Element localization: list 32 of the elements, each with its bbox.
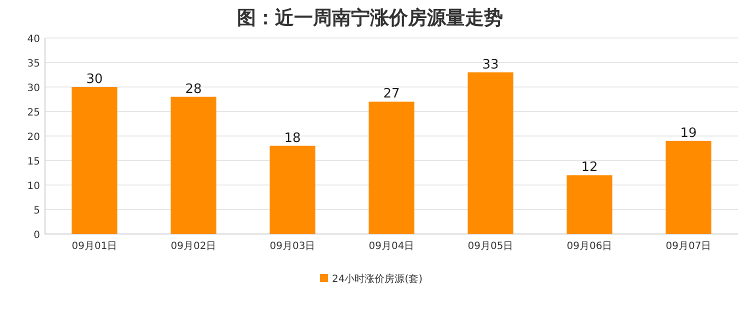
x-tick-label: 09月05日 [468,241,514,252]
data-label: 18 [284,130,301,146]
y-tick-label: 25 [27,108,40,118]
bar [170,96,216,234]
chart-title: 图：近一周南宁涨价房源量走势 [237,7,503,29]
bar [666,140,712,234]
data-label: 12 [581,160,598,176]
x-tick-label: 09月06日 [566,241,612,252]
y-tick-label: 15 [27,156,40,168]
data-label: 27 [383,86,400,102]
x-tick-label: 09月02日 [170,241,216,252]
y-tick-label: 35 [27,58,40,70]
data-label: 30 [86,72,103,87]
bar [368,102,414,234]
y-tick-label: 30 [27,83,40,94]
data-label: 33 [482,57,499,72]
bar [270,146,316,234]
y-tick-label: 0 [34,230,40,241]
bar [566,175,612,234]
x-tick-label: 09月03日 [270,241,316,252]
data-label: 28 [185,82,202,97]
bar [72,87,118,234]
y-tick-label: 20 [27,132,40,143]
bar [468,72,514,234]
y-tick-label: 40 [27,34,40,45]
x-tick-label: 09月04日 [368,241,414,252]
x-tick-label: 09月07日 [666,241,712,252]
y-tick-label: 10 [27,181,40,192]
x-tick-label: 09月01日 [72,241,118,252]
legend-label: 24小时涨价房源(套) [332,273,423,285]
data-label: 19 [680,126,697,141]
y-tick-label: 5 [34,206,40,216]
